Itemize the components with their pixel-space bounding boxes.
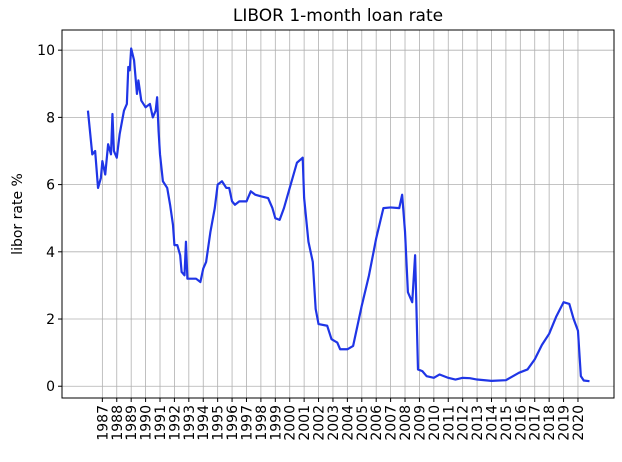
data-line [86, 47, 590, 383]
x-tick-label: 1993 [182, 405, 198, 441]
x-tick-label: 1992 [167, 405, 183, 441]
x-tick-label: 2010 [427, 405, 443, 441]
x-tick-label: 2003 [326, 405, 342, 441]
x-tick-label: 2009 [412, 405, 428, 441]
x-tick-label: 2002 [312, 405, 328, 441]
chart-title: LIBOR 1-month loan rate [233, 6, 443, 26]
x-tick-label: 1988 [110, 405, 126, 441]
y-tick-label: 4 [46, 245, 55, 261]
x-tick-label: 1989 [124, 405, 140, 441]
x-tick-label: 2008 [398, 405, 414, 441]
x-tick-label: 2018 [542, 405, 558, 441]
y-tick-label: 8 [46, 110, 55, 126]
x-tick-label: 2019 [557, 405, 573, 441]
y-tick-label: 2 [46, 312, 55, 328]
x-tick-label: 1994 [196, 405, 212, 441]
x-tick-label: 2004 [340, 405, 356, 441]
x-tick-label: 2007 [384, 405, 400, 441]
y-tick-label: 0 [46, 379, 55, 395]
x-tick-label: 1998 [254, 405, 270, 441]
x-tick-label: 2014 [484, 405, 500, 441]
y-tick-label: 6 [46, 178, 55, 194]
y-axis-label: libor rate % [10, 173, 26, 255]
x-tick-label: 2016 [513, 405, 529, 441]
x-tick-label: 2006 [369, 405, 385, 441]
x-tick-label: 2020 [571, 405, 587, 441]
x-tick-label: 2001 [297, 405, 313, 441]
x-tick-label: 2000 [283, 405, 299, 441]
x-tick-label: 1996 [225, 405, 241, 441]
x-tick-label: 2011 [441, 405, 457, 441]
x-tick-label: 2012 [456, 405, 472, 441]
x-tick-label: 1997 [239, 405, 255, 441]
x-tick-label: 1987 [95, 405, 111, 441]
x-tick-label: 1990 [139, 405, 155, 441]
x-tick-label: 1995 [211, 405, 227, 441]
x-tick-label: 2005 [355, 405, 371, 441]
x-tick-label: 2015 [499, 405, 515, 441]
x-tick-label: 2017 [528, 405, 544, 441]
plot-frame [61, 29, 615, 399]
y-tick-label: 10 [37, 43, 55, 59]
x-tick-label: 1991 [153, 405, 169, 441]
x-tick-label: 1999 [268, 405, 284, 441]
x-tick-label: 2013 [470, 405, 486, 441]
